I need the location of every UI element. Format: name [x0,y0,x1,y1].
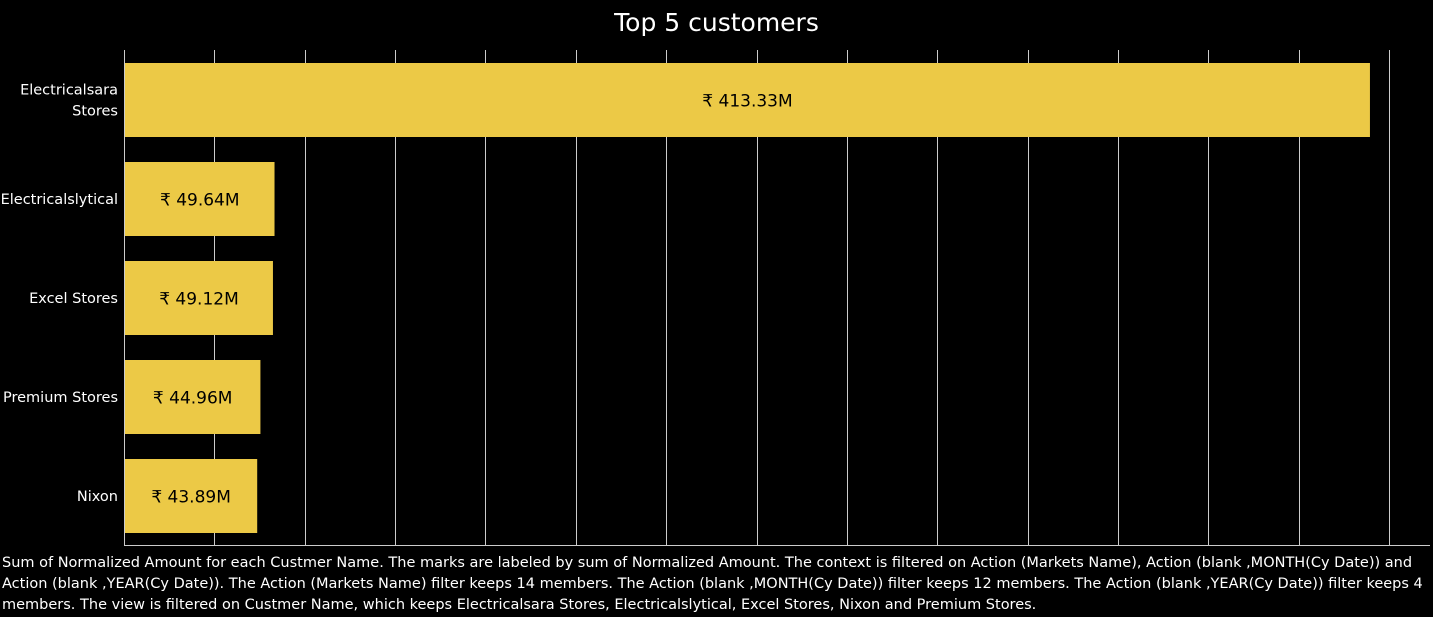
bar-value-label: ₹ 44.96M [153,389,233,409]
category-label: Electricalslytical [1,192,118,208]
bar-4 [125,360,261,434]
bar-value-label: ₹ 413.33M [702,92,792,112]
bar-3 [125,261,273,335]
category-label: Nixon [77,489,118,505]
bar-5 [125,459,258,533]
bar-value-label: ₹ 43.89M [151,488,231,508]
bar-value-label: ₹ 49.12M [159,290,239,310]
bar-1 [125,63,1370,137]
category-label: Premium Stores [3,390,118,406]
chart-caption: Sum of Normalized Amount for each Custme… [2,555,1423,613]
bar-value-label: ₹ 49.64M [160,191,240,211]
category-label: Stores [72,104,118,120]
category-label: Excel Stores [29,291,118,307]
category-label: Electricalsara [20,83,118,99]
chart-title: Top 5 customers [614,8,819,37]
bar-2 [125,162,275,236]
